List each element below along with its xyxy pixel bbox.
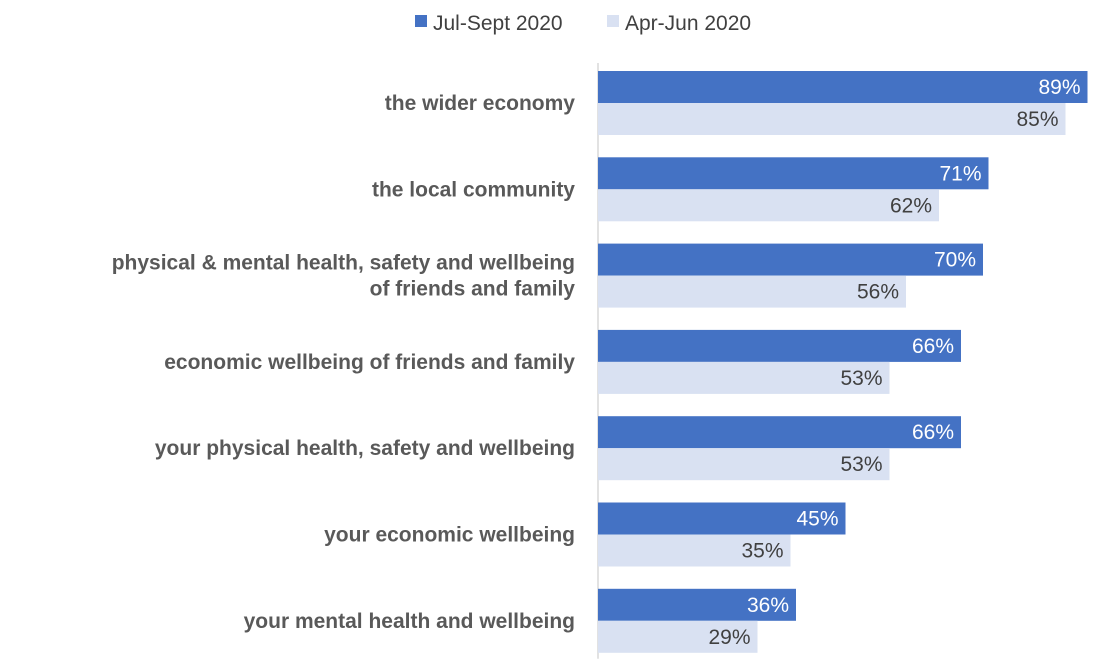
bar-jul-sept bbox=[598, 502, 846, 535]
bar-apr-jun bbox=[598, 448, 890, 481]
bar-apr-jun bbox=[598, 189, 939, 222]
category-label: your mental health and wellbeing bbox=[244, 610, 575, 633]
bar-jul-sept bbox=[598, 416, 961, 449]
category-label: your economic wellbeing bbox=[324, 524, 575, 547]
data-label: 53% bbox=[840, 367, 882, 390]
category-label: your physical health, safety and wellbei… bbox=[155, 437, 575, 460]
data-label: 66% bbox=[912, 421, 954, 444]
data-label: 53% bbox=[840, 453, 882, 476]
legend-swatch-2 bbox=[607, 15, 619, 27]
data-label: 70% bbox=[934, 249, 976, 272]
category-label: physical & mental health, safety and wel… bbox=[112, 252, 575, 275]
bar-apr-jun bbox=[598, 534, 791, 567]
category-labels: the wider economy the local community phys… bbox=[112, 92, 576, 633]
data-label: 29% bbox=[708, 626, 750, 649]
bar-jul-sept bbox=[598, 329, 961, 362]
bar-jul-sept bbox=[598, 243, 983, 276]
legend-label-1: Jul-Sept 2020 bbox=[433, 12, 563, 35]
data-label: 35% bbox=[741, 540, 783, 563]
bar-jul-sept bbox=[598, 157, 989, 190]
data-label: 85% bbox=[1016, 108, 1058, 131]
bar-jul-sept bbox=[598, 71, 1088, 103]
category-label: economic wellbeing of friends and family bbox=[164, 351, 575, 374]
bars bbox=[598, 71, 1088, 653]
category-label: of friends and family bbox=[370, 278, 576, 301]
data-label: 89% bbox=[1038, 76, 1080, 99]
legend: Jul-Sept 2020 Apr-Jun 2020 bbox=[415, 12, 751, 35]
legend-swatch-1 bbox=[415, 15, 427, 27]
bar-apr-jun bbox=[598, 620, 758, 653]
bar-apr-jun bbox=[598, 103, 1066, 135]
category-label: the wider economy bbox=[385, 92, 576, 115]
data-label: 62% bbox=[890, 194, 932, 217]
data-label: 66% bbox=[912, 335, 954, 358]
bar-apr-jun bbox=[598, 275, 906, 308]
data-label: 36% bbox=[747, 594, 789, 617]
bar-apr-jun bbox=[598, 361, 890, 394]
data-labels: 89% 71% 70% 66% 66% 45% 36% 85% 62% 56% 53% 53% 35% 2… bbox=[708, 76, 1080, 649]
data-label: 45% bbox=[796, 508, 838, 531]
data-label: 56% bbox=[857, 281, 899, 304]
legend-label-2: Apr-Jun 2020 bbox=[625, 12, 751, 35]
bar-jul-sept bbox=[598, 588, 796, 621]
data-label: 71% bbox=[939, 162, 981, 185]
category-label: the local community bbox=[372, 178, 575, 201]
